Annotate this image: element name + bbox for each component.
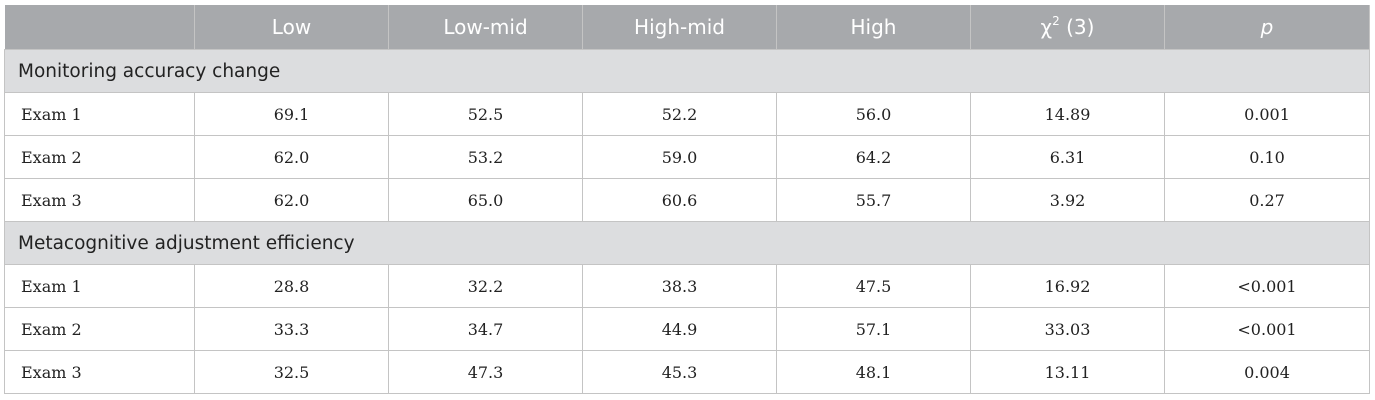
chi-superscript: 2 xyxy=(1052,14,1060,28)
row-label: Exam 2 xyxy=(4,307,195,351)
chi-symbol: χ xyxy=(1040,15,1053,39)
header-row: Low Low-mid High-mid High χ2 (3) p xyxy=(4,5,1370,50)
table-cell: 47.3 xyxy=(388,350,583,394)
table-row: Exam 1 28.8 32.2 38.3 47.5 16.92 <0.001 xyxy=(4,264,1370,308)
row-label: Exam 3 xyxy=(4,350,195,394)
table-cell: 34.7 xyxy=(388,307,583,351)
table-cell: 32.5 xyxy=(194,350,389,394)
table-cell: 0.004 xyxy=(1164,350,1370,394)
table-cell: 44.9 xyxy=(582,307,777,351)
table-cell: 64.2 xyxy=(776,135,971,179)
table-row: Exam 3 62.0 65.0 60.6 55.7 3.92 0.27 xyxy=(4,178,1370,222)
section-title: Metacognitive adjustment efficiency xyxy=(4,221,1370,265)
row-label: Exam 1 xyxy=(4,264,195,308)
table-cell: 33.3 xyxy=(194,307,389,351)
table-row: Exam 1 69.1 52.5 52.2 56.0 14.89 0.001 xyxy=(4,92,1370,136)
table-cell: 62.0 xyxy=(194,135,389,179)
table-cell: 0.10 xyxy=(1164,135,1370,179)
results-table: Low Low-mid High-mid High χ2 (3) p Monit… xyxy=(4,5,1370,394)
table-cell: 52.2 xyxy=(582,92,777,136)
table-cell: 14.89 xyxy=(970,92,1165,136)
table-cell: 62.0 xyxy=(194,178,389,222)
table-cell: 28.8 xyxy=(194,264,389,308)
table-cell: 16.92 xyxy=(970,264,1165,308)
section-row: Monitoring accuracy change xyxy=(4,49,1370,93)
header-chi-square: χ2 (3) xyxy=(970,5,1165,50)
header-high-mid: High-mid xyxy=(582,5,777,50)
table-cell: 6.31 xyxy=(970,135,1165,179)
table-cell: 56.0 xyxy=(776,92,971,136)
table-cell: 3.92 xyxy=(970,178,1165,222)
table-cell: 45.3 xyxy=(582,350,777,394)
chi-df: (3) xyxy=(1059,15,1095,39)
table-cell: 13.11 xyxy=(970,350,1165,394)
table-cell: 32.2 xyxy=(388,264,583,308)
table-cell: 69.1 xyxy=(194,92,389,136)
table-cell: 57.1 xyxy=(776,307,971,351)
table-cell: 0.001 xyxy=(1164,92,1370,136)
table-cell: 47.5 xyxy=(776,264,971,308)
table-row: Exam 3 32.5 47.3 45.3 48.1 13.11 0.004 xyxy=(4,350,1370,394)
table-cell: 48.1 xyxy=(776,350,971,394)
table-cell: 60.6 xyxy=(582,178,777,222)
table-cell: 53.2 xyxy=(388,135,583,179)
row-label: Exam 1 xyxy=(4,92,195,136)
table-cell: 33.03 xyxy=(970,307,1165,351)
table-cell: 55.7 xyxy=(776,178,971,222)
table-cell: <0.001 xyxy=(1164,264,1370,308)
header-high: High xyxy=(776,5,971,50)
table-cell: 52.5 xyxy=(388,92,583,136)
table-row: Exam 2 33.3 34.7 44.9 57.1 33.03 <0.001 xyxy=(4,307,1370,351)
table-cell: 65.0 xyxy=(388,178,583,222)
row-label: Exam 2 xyxy=(4,135,195,179)
results-table-container: Low Low-mid High-mid High χ2 (3) p Monit… xyxy=(4,5,1370,394)
header-low-mid: Low-mid xyxy=(388,5,583,50)
header-low: Low xyxy=(194,5,389,50)
table-cell: 38.3 xyxy=(582,264,777,308)
section-row: Metacognitive adjustment efficiency xyxy=(4,221,1370,265)
table-cell: 59.0 xyxy=(582,135,777,179)
table-cell: <0.001 xyxy=(1164,307,1370,351)
row-label: Exam 3 xyxy=(4,178,195,222)
table-row: Exam 2 62.0 53.2 59.0 64.2 6.31 0.10 xyxy=(4,135,1370,179)
header-corner-cell xyxy=(4,5,195,50)
section-title: Monitoring accuracy change xyxy=(4,49,1370,93)
table-cell: 0.27 xyxy=(1164,178,1370,222)
header-p-value: p xyxy=(1164,5,1370,50)
